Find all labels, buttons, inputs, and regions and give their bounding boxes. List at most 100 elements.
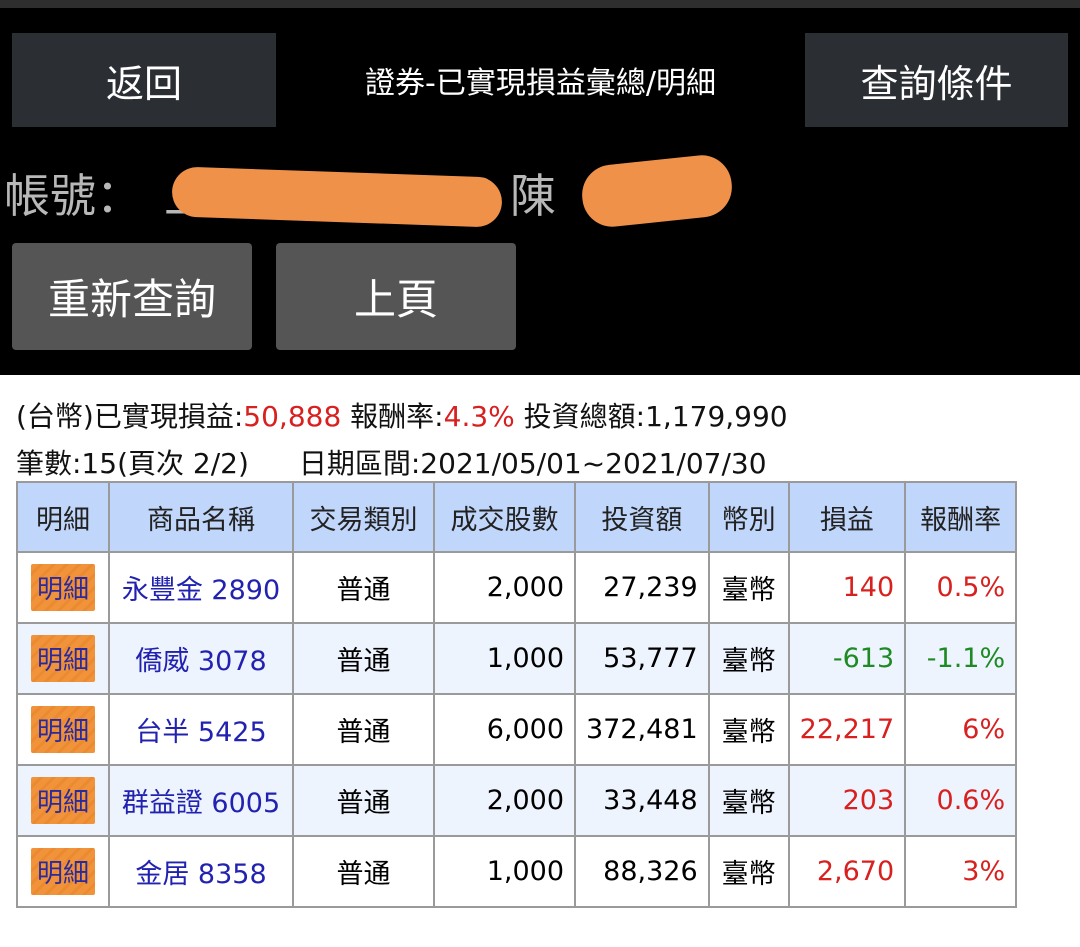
pnl: 2,670 (816, 856, 895, 887)
detail-button-cell[interactable]: 明細 (16, 835, 110, 908)
return-rate: -1.1% (926, 643, 1006, 674)
realized-pnl: 50,888 (243, 400, 342, 433)
return-rate: 0.6% (936, 785, 1006, 816)
table-row: 明細 永豐金 2890 普通 2,000 27,239 臺幣 140 0.5% (16, 551, 1018, 624)
detail-button-cell[interactable]: 明細 (16, 764, 110, 837)
previous-page-button[interactable]: 上頁 (276, 243, 516, 350)
trade-type: 普通 (336, 788, 391, 819)
return-rate: 4.3% (443, 400, 515, 433)
status-strip (0, 0, 1080, 8)
detail-button[interactable]: 明細 (30, 848, 95, 895)
currency: 臺幣 (721, 859, 776, 890)
return-rate-cell: -1.1% (904, 622, 1018, 695)
product-link[interactable]: 僑威 3078 (135, 646, 267, 677)
account-info: 帳號： 上 8 陳 (4, 152, 735, 230)
pnl-table: 明細 商品名稱 交易類別 成交股數 投資額 幣別 損益 報酬率 明細 永豐金 2890 普通 2,0… (16, 481, 1018, 908)
detail-button[interactable]: 明細 (30, 706, 95, 753)
currency-cell: 臺幣 (707, 551, 790, 624)
trade-type-cell: 普通 (292, 693, 435, 766)
pnl: 140 (842, 572, 895, 603)
account-label: 帳號： (4, 169, 142, 223)
trade-type: 普通 (336, 575, 391, 606)
table-header-row: 明細 商品名稱 交易類別 成交股數 投資額 幣別 損益 報酬率 (16, 481, 1018, 553)
shares: 1,000 (486, 643, 564, 674)
pnl-cell: 203 (787, 764, 907, 837)
requery-button[interactable]: 重新查詢 (12, 243, 252, 350)
invest-label: 投資總額: (514, 400, 646, 433)
invest-amount: 27,239 (603, 572, 698, 603)
header-area: 返回 證券-已實現損益彙總/明細 查詢條件 帳號： 上 8 陳 重新查詢 上頁 (0, 0, 1080, 375)
shares: 2,000 (486, 785, 564, 816)
invest-amount-cell: 27,239 (574, 551, 710, 624)
detail-button[interactable]: 明細 (30, 635, 95, 682)
table-row: 明細 群益證 6005 普通 2,000 33,448 臺幣 203 0.6% (16, 764, 1018, 837)
detail-button-cell[interactable]: 明細 (16, 551, 110, 624)
shares: 6,000 (486, 714, 564, 745)
invest-amount: 33,448 (603, 785, 698, 816)
product-link-cell[interactable]: 僑威 3078 (108, 622, 294, 695)
query-conditions-button[interactable]: 查詢條件 (805, 33, 1068, 127)
currency: 臺幣 (721, 717, 776, 748)
trade-type: 普通 (336, 717, 391, 748)
column-header: 成交股數 (433, 481, 576, 553)
product-link[interactable]: 群益證 6005 (121, 788, 281, 819)
column-header: 商品名稱 (108, 481, 294, 553)
redaction-mark (579, 152, 735, 230)
detail-button-cell[interactable]: 明細 (16, 622, 110, 695)
pnl-cell: -613 (787, 622, 907, 695)
trade-type: 普通 (336, 859, 391, 890)
trade-type: 普通 (336, 646, 391, 677)
trade-type-cell: 普通 (292, 551, 435, 624)
product-link-cell[interactable]: 群益證 6005 (108, 764, 294, 837)
return-rate: 3% (962, 856, 1006, 887)
return-rate: 0.5% (936, 572, 1006, 603)
table-row: 明細 僑威 3078 普通 1,000 53,777 臺幣 -613 -1.1% (16, 622, 1018, 695)
pnl: 203 (842, 785, 895, 816)
product-link[interactable]: 台半 5425 (135, 717, 267, 748)
currency: 臺幣 (721, 788, 776, 819)
return-rate: 6% (962, 714, 1006, 745)
product-link-cell[interactable]: 永豐金 2890 (108, 551, 294, 624)
invest-amount: 53,777 (603, 643, 698, 674)
trade-type-cell: 普通 (292, 764, 435, 837)
detail-button-cell[interactable]: 明細 (16, 693, 110, 766)
back-button[interactable]: 返回 (12, 33, 276, 127)
shares: 1,000 (486, 856, 564, 887)
shares-cell: 1,000 (433, 835, 576, 908)
return-rate-cell: 3% (904, 835, 1018, 908)
currency-cell: 臺幣 (707, 835, 790, 908)
summary-line: (台幣)已實現損益:50,888 報酬率:4.3% 投資總額:1,179,990 (16, 395, 788, 435)
currency: 臺幣 (721, 575, 776, 606)
detail-button[interactable]: 明細 (30, 777, 95, 824)
shares-cell: 6,000 (433, 693, 576, 766)
redaction-mark (171, 166, 503, 228)
pnl-cell: 140 (787, 551, 907, 624)
trade-type-cell: 普通 (292, 835, 435, 908)
currency-cell: 臺幣 (707, 764, 790, 837)
shares-cell: 2,000 (433, 764, 576, 837)
invest-amount-cell: 33,448 (574, 764, 710, 837)
product-link-cell[interactable]: 台半 5425 (108, 693, 294, 766)
shares-cell: 1,000 (433, 622, 576, 695)
return-rate-cell: 0.6% (904, 764, 1018, 837)
summary-line-2: 筆數:15(頁次 2/2) 日期區間:2021/05/01~2021/07/30 (16, 442, 767, 482)
table-row: 明細 台半 5425 普通 6,000 372,481 臺幣 22,217 6% (16, 693, 1018, 766)
return-label: 報酬率: (341, 400, 444, 433)
pnl-label: (台幣)已實現損益: (16, 400, 244, 433)
currency-cell: 臺幣 (707, 622, 790, 695)
shares-cell: 2,000 (433, 551, 576, 624)
invest-amount-cell: 88,326 (574, 835, 710, 908)
column-header: 損益 (787, 481, 907, 553)
invest-amount-cell: 53,777 (574, 622, 710, 695)
page-title: 證券-已實現損益彙總/明細 (365, 66, 716, 101)
product-link[interactable]: 永豐金 2890 (121, 575, 281, 606)
pnl: -613 (832, 643, 895, 674)
table-row: 明細 金居 8358 普通 1,000 88,326 臺幣 2,670 3% (16, 835, 1018, 908)
record-count: 筆數:15(頁次 2/2) (16, 447, 249, 480)
product-link-cell[interactable]: 金居 8358 (108, 835, 294, 908)
product-link[interactable]: 金居 8358 (135, 859, 267, 890)
invest-total: 1,179,990 (645, 400, 788, 433)
detail-button[interactable]: 明細 (30, 564, 95, 611)
column-header: 投資額 (574, 481, 710, 553)
currency: 臺幣 (721, 646, 776, 677)
